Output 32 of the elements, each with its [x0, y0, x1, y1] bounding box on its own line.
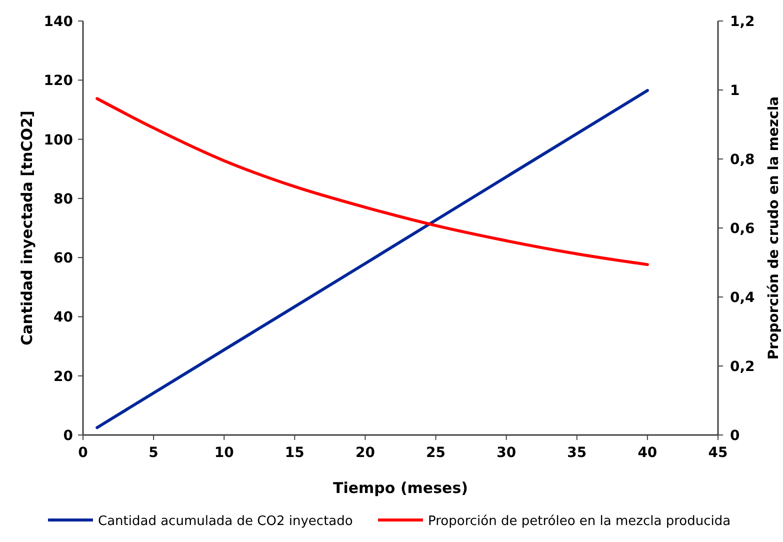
- x-tick-label: 10: [214, 445, 234, 461]
- x-tick-label: 25: [426, 445, 446, 461]
- y-axis-title: Cantidad inyectada [tnCO2]: [18, 110, 36, 346]
- x-tick-label: 40: [638, 445, 658, 461]
- line-series: [96, 97, 649, 266]
- y-tick-label: 0: [63, 428, 74, 444]
- y-tick-label: 60: [54, 250, 74, 267]
- y-tick-label: 40: [54, 310, 74, 326]
- y2-tick-label: 0,8: [730, 152, 755, 168]
- y2-tick-label: 0: [730, 428, 740, 444]
- y2-axis-title: Proporción de crudo en la mezcla: [766, 96, 782, 360]
- x-tick-label: 30: [496, 445, 516, 461]
- y2-tick-label: 1: [730, 83, 740, 99]
- y-tick-label: 140: [44, 14, 74, 30]
- y-tick-label: 100: [44, 132, 74, 148]
- legend-label: Cantidad acumulada de CO2 inyectado: [98, 514, 353, 529]
- line-series: [96, 88, 649, 430]
- x-tick-label: 0: [78, 445, 88, 461]
- x-tick-label: 45: [708, 445, 728, 461]
- legend-label: Proporción de petróleo en la mezcla producida: [428, 514, 731, 529]
- x-axis-title: Tiempo (meses): [333, 479, 468, 497]
- x-tick-label: 15: [284, 445, 304, 461]
- x-tick-label: 20: [355, 445, 376, 461]
- y-tick-label: 120: [44, 73, 74, 90]
- x-tick-label: 35: [567, 445, 587, 461]
- x-tick-label: 5: [148, 445, 158, 461]
- y2-tick-label: 1,2: [730, 14, 755, 30]
- y2-tick-label: 0,4: [730, 290, 756, 306]
- y-tick-label: 20: [54, 368, 74, 385]
- y2-tick-label: 0,2: [730, 359, 755, 375]
- y-tick-label: 80: [54, 191, 74, 208]
- y2-tick-label: 0,6: [730, 221, 755, 237]
